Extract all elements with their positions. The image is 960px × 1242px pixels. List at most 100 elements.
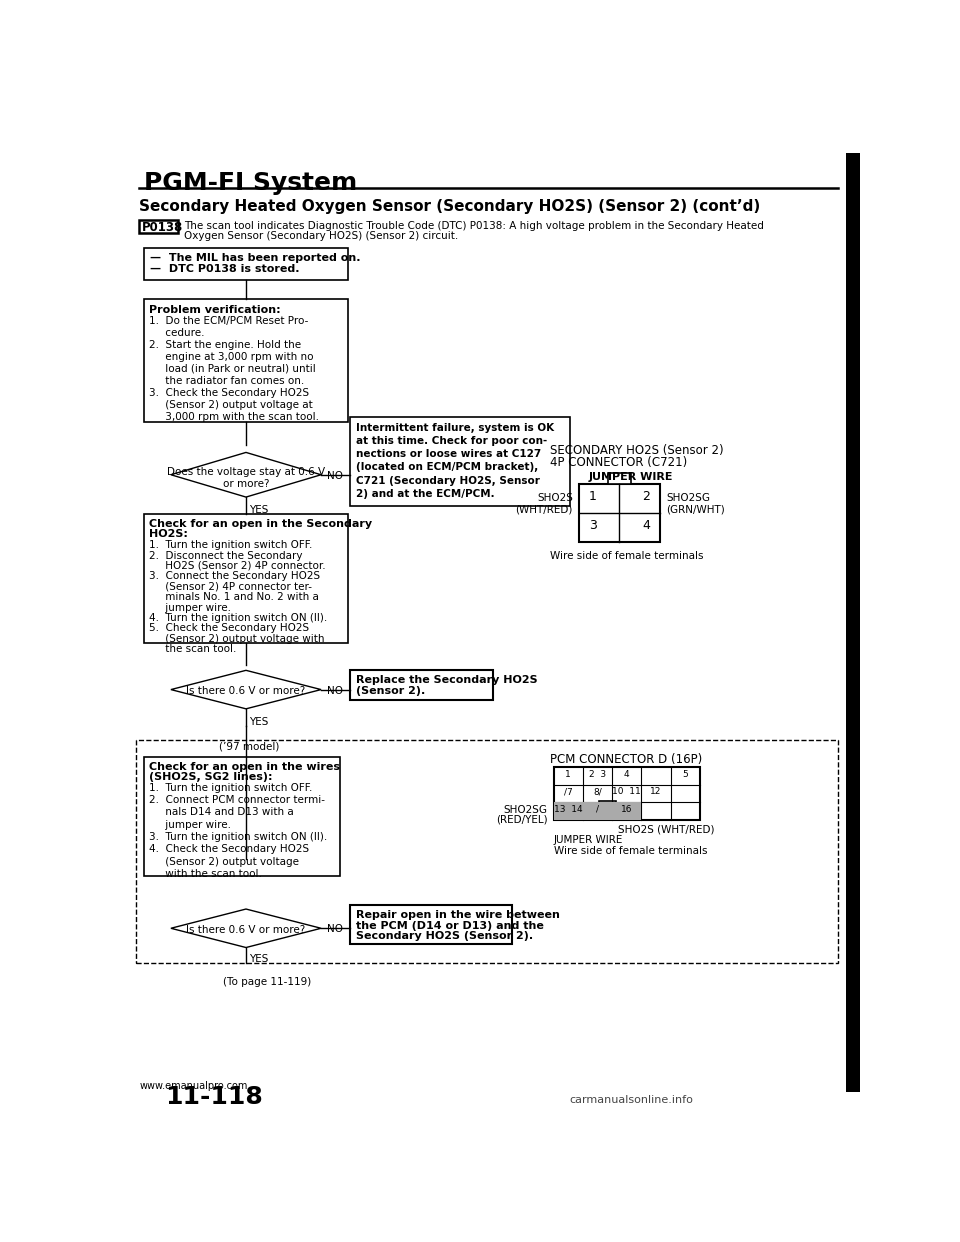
Text: Check for an open in the wires: Check for an open in the wires: [150, 761, 341, 773]
Text: 1: 1: [588, 491, 597, 503]
Text: www.emanualpro.com: www.emanualpro.com: [139, 1081, 248, 1090]
Text: /7: /7: [564, 787, 572, 796]
Text: 1: 1: [565, 770, 571, 779]
Bar: [136, 740, 838, 963]
Text: Secondary Heated Oxygen Sensor (Secondary HO2S) (Sensor 2) (cont’d): Secondary Heated Oxygen Sensor (Secondar…: [139, 199, 760, 214]
Bar: [144, 247, 348, 279]
Bar: [350, 905, 512, 944]
Text: 2) and at the ECM/PCM.: 2) and at the ECM/PCM.: [356, 488, 494, 498]
Text: 2 3: 2 3: [588, 770, 606, 779]
Text: engine at 3,000 rpm with no: engine at 3,000 rpm with no: [150, 351, 314, 361]
Text: cedure.: cedure.: [150, 328, 204, 338]
Bar: [144, 756, 340, 876]
Text: 1.  Turn the ignition switch OFF.: 1. Turn the ignition switch OFF.: [150, 540, 313, 550]
Text: —  The MIL has been reported on.: — The MIL has been reported on.: [150, 253, 361, 263]
Text: (’97 model): (’97 model): [219, 741, 279, 751]
Text: P0138: P0138: [142, 221, 183, 233]
Text: 5: 5: [683, 770, 688, 779]
Text: minals No. 1 and No. 2 with a: minals No. 1 and No. 2 with a: [150, 592, 320, 602]
Text: YES: YES: [249, 954, 269, 964]
Text: 1.  Turn the ignition switch OFF.: 1. Turn the ignition switch OFF.: [150, 782, 313, 792]
Text: 4: 4: [624, 770, 630, 779]
Text: Replace the Secondary HO2S: Replace the Secondary HO2S: [356, 674, 539, 684]
Bar: [144, 514, 348, 643]
Text: Oxygen Sensor (Secondary HO2S) (Sensor 2) circuit.: Oxygen Sensor (Secondary HO2S) (Sensor 2…: [184, 231, 458, 241]
Polygon shape: [171, 452, 321, 497]
Text: SECONDARY HO2S (Sensor 2): SECONDARY HO2S (Sensor 2): [550, 443, 724, 457]
Text: (Sensor 2) output voltage with: (Sensor 2) output voltage with: [150, 633, 324, 643]
Bar: [599, 801, 616, 817]
Text: NO: NO: [327, 471, 344, 481]
Text: SHO2S
(WHT/RED): SHO2S (WHT/RED): [516, 493, 573, 515]
Text: nections or loose wires at C127: nections or loose wires at C127: [356, 450, 541, 460]
Text: carmanualsonline.info: carmanualsonline.info: [569, 1094, 693, 1104]
Text: Wire side of female terminals: Wire side of female terminals: [550, 551, 704, 561]
Bar: [350, 671, 492, 699]
Text: (SHO2S, SG2 lines):: (SHO2S, SG2 lines):: [150, 773, 273, 782]
Text: SHO2SG: SHO2SG: [503, 805, 547, 815]
Bar: [144, 299, 348, 422]
Text: The scan tool indicates Diagnostic Trouble Code (DTC) P0138: A high voltage prob: The scan tool indicates Diagnostic Troub…: [184, 221, 764, 231]
Text: 1.  Do the ECM/PCM Reset Pro-: 1. Do the ECM/PCM Reset Pro-: [150, 317, 309, 327]
Bar: [608, 473, 631, 484]
Text: 3.  Turn the ignition switch ON (II).: 3. Turn the ignition switch ON (II).: [150, 832, 327, 842]
Text: 2.  Disconnect the Secondary: 2. Disconnect the Secondary: [150, 550, 302, 560]
Text: NO: NO: [327, 686, 344, 696]
Text: 3: 3: [588, 519, 597, 532]
Text: 4: 4: [642, 519, 650, 532]
Text: 2.  Connect PCM connector termi-: 2. Connect PCM connector termi-: [150, 795, 325, 805]
Text: Does the voltage stay at 0.6 V: Does the voltage stay at 0.6 V: [167, 467, 325, 477]
Text: YES: YES: [249, 504, 269, 514]
Text: the scan tool.: the scan tool.: [150, 645, 237, 655]
Text: 4.  Turn the ignition switch ON (II).: 4. Turn the ignition switch ON (II).: [150, 614, 327, 623]
Text: JUMPER WIRE: JUMPER WIRE: [588, 472, 673, 482]
Text: (Sensor 2).: (Sensor 2).: [356, 687, 425, 697]
Bar: [139, 220, 178, 233]
Text: (Sensor 2) output voltage: (Sensor 2) output voltage: [150, 857, 300, 867]
Text: 3.  Connect the Secondary HO2S: 3. Connect the Secondary HO2S: [150, 571, 321, 581]
Text: nals D14 and D13 with a: nals D14 and D13 with a: [150, 807, 294, 817]
Bar: [846, 153, 860, 1092]
Text: —  DTC P0138 is stored.: — DTC P0138 is stored.: [150, 263, 300, 273]
Text: 13 14: 13 14: [554, 805, 583, 814]
Text: C721 (Secondary HO2S, Sensor: C721 (Secondary HO2S, Sensor: [356, 476, 540, 486]
Text: (To page 11-119): (To page 11-119): [223, 976, 311, 987]
Text: Wire side of female terminals: Wire side of female terminals: [554, 846, 708, 856]
Text: HO2S (Sensor 2) 4P connector.: HO2S (Sensor 2) 4P connector.: [150, 561, 326, 571]
Bar: [554, 768, 700, 820]
Text: HO2S:: HO2S:: [150, 529, 188, 539]
Bar: [579, 484, 660, 542]
Text: or more?: or more?: [223, 478, 269, 488]
Polygon shape: [171, 671, 321, 709]
Text: the radiator fan comes on.: the radiator fan comes on.: [150, 376, 304, 386]
Bar: [612, 802, 641, 820]
Text: Intermittent failure, system is OK: Intermittent failure, system is OK: [356, 424, 554, 433]
Text: 2.  Start the engine. Hold the: 2. Start the engine. Hold the: [150, 340, 301, 350]
Bar: [583, 802, 612, 820]
Text: 10 11: 10 11: [612, 787, 641, 796]
Text: (Sensor 2) 4P connector ter-: (Sensor 2) 4P connector ter-: [150, 581, 312, 591]
Text: (Sensor 2) output voltage at: (Sensor 2) output voltage at: [150, 400, 313, 410]
Text: /: /: [596, 805, 599, 814]
Text: NO: NO: [327, 924, 344, 934]
Text: YES: YES: [249, 717, 269, 727]
Text: Is there 0.6 V or more?: Is there 0.6 V or more?: [186, 925, 305, 935]
Text: with the scan tool.: with the scan tool.: [150, 869, 262, 879]
Text: Problem verification:: Problem verification:: [150, 304, 281, 314]
Polygon shape: [171, 909, 321, 948]
Text: 8/: 8/: [593, 787, 602, 796]
Text: (located on ECM/PCM bracket),: (located on ECM/PCM bracket),: [356, 462, 538, 472]
Text: Repair open in the wire between: Repair open in the wire between: [356, 910, 560, 920]
Bar: [350, 417, 570, 505]
Text: 2: 2: [642, 491, 650, 503]
Text: 3,000 rpm with the scan tool.: 3,000 rpm with the scan tool.: [150, 411, 320, 421]
Text: SHO2S (WHT/RED): SHO2S (WHT/RED): [618, 825, 715, 835]
Text: 4.  Check the Secondary HO2S: 4. Check the Secondary HO2S: [150, 845, 309, 854]
Text: at this time. Check for poor con-: at this time. Check for poor con-: [356, 436, 547, 446]
Text: 4P CONNECTOR (C721): 4P CONNECTOR (C721): [550, 456, 687, 469]
Text: 16: 16: [621, 805, 633, 814]
Text: Check for an open in the Secondary: Check for an open in the Secondary: [150, 519, 372, 529]
Text: JUMPER WIRE: JUMPER WIRE: [554, 835, 623, 845]
Text: jumper wire.: jumper wire.: [150, 602, 231, 612]
Text: jumper wire.: jumper wire.: [150, 820, 231, 830]
